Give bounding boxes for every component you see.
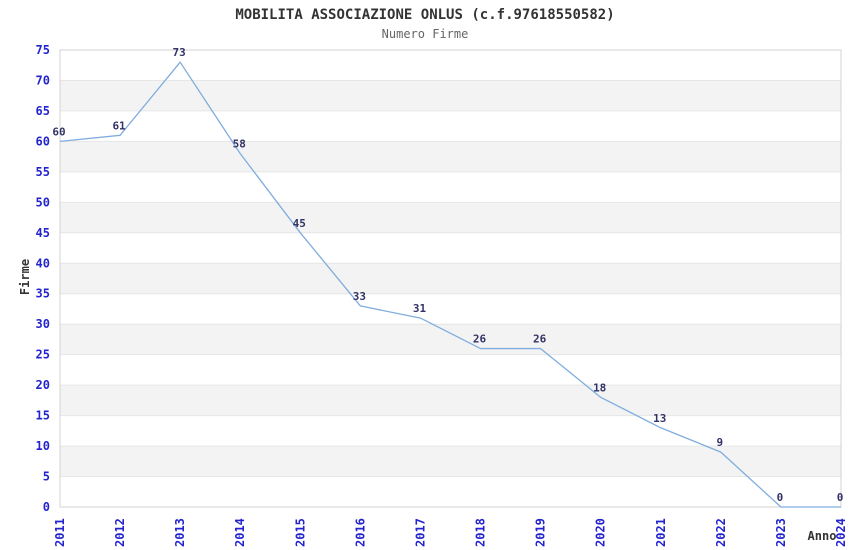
y-tick-label: 5 — [43, 470, 50, 484]
background-band — [60, 50, 841, 81]
background-band — [60, 415, 841, 447]
data-point-label: 0 — [837, 491, 844, 504]
x-tick-label: 2020 — [594, 518, 608, 547]
data-point-label: 31 — [413, 302, 427, 315]
x-tick-label: 2023 — [774, 518, 788, 547]
plot-border — [59, 49, 842, 508]
background-band — [60, 202, 841, 233]
x-axis-title: Anno — [807, 529, 837, 543]
data-point-label: 26 — [533, 333, 547, 346]
chart-subtitle: Numero Firme — [381, 27, 469, 41]
data-point-label: 0 — [777, 491, 784, 504]
data-point-label: 61 — [112, 119, 126, 132]
background-band — [60, 476, 841, 507]
y-tick-label: 0 — [43, 500, 50, 514]
y-tick-label: 70 — [36, 73, 50, 87]
x-tick-label: 2021 — [654, 518, 668, 547]
x-tick-label: 2022 — [714, 518, 728, 547]
y-tick-label: 55 — [36, 165, 50, 179]
data-point-label: 45 — [293, 217, 306, 230]
y-tick-label: 60 — [36, 134, 50, 148]
y-tick-label: 20 — [36, 378, 50, 392]
x-tick-label: 2015 — [293, 518, 307, 547]
x-tick-label: 2012 — [113, 518, 127, 547]
background-band — [60, 263, 841, 294]
background-band — [60, 80, 841, 111]
background-band — [60, 354, 841, 386]
x-tick-label: 2013 — [173, 518, 187, 547]
data-point-label: 60 — [52, 125, 65, 138]
chart-title: MOBILITA ASSOCIAZIONE ONLUS (c.f.9761855… — [235, 7, 615, 23]
background-band — [60, 110, 841, 142]
background-band — [60, 232, 841, 264]
y-tick-label: 25 — [36, 348, 50, 362]
x-tick-label: 2024 — [834, 518, 848, 547]
y-tick-label: 40 — [36, 256, 50, 270]
x-tick-label: 2017 — [413, 518, 427, 547]
x-tick-label: 2014 — [233, 518, 247, 547]
y-tick-label: 75 — [36, 43, 50, 57]
x-tick-label: 2011 — [53, 518, 67, 547]
y-axis-title: Firme — [18, 258, 32, 296]
y-tick-label: 10 — [36, 439, 50, 453]
y-tick-label: 45 — [36, 226, 50, 240]
data-point-label: 13 — [653, 412, 666, 425]
y-tick-label: 50 — [36, 195, 50, 209]
background-band — [60, 141, 841, 172]
y-tick-label: 30 — [36, 317, 50, 331]
y-tick-label: 15 — [36, 409, 50, 423]
background-band — [60, 293, 841, 325]
x-tick-label: 2016 — [353, 518, 367, 547]
data-point-label: 18 — [593, 381, 606, 394]
y-tick-label: 35 — [36, 287, 50, 301]
x-tick-label: 2018 — [474, 518, 488, 547]
background-band — [60, 385, 841, 416]
background-band — [60, 446, 841, 477]
data-point-label: 73 — [173, 46, 186, 59]
background-band — [60, 171, 841, 203]
data-point-label: 58 — [233, 138, 246, 151]
data-point-label: 33 — [353, 290, 366, 303]
y-tick-label: 65 — [36, 104, 50, 118]
data-point-label: 9 — [717, 436, 724, 449]
data-line — [59, 61, 841, 508]
background-band — [60, 324, 841, 355]
data-point-label: 26 — [473, 333, 487, 346]
x-tick-label: 2019 — [534, 518, 548, 547]
